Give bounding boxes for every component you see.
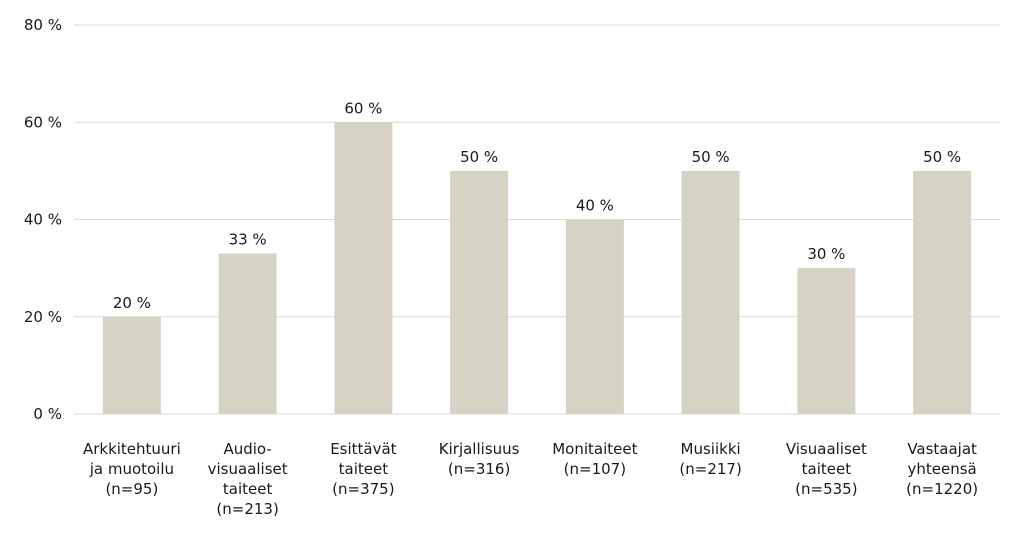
category-label-line: yhteensä bbox=[908, 460, 977, 478]
data-label: 50 % bbox=[460, 148, 498, 166]
category-label-line: (n=535) bbox=[795, 480, 857, 498]
category-label-line: Arkkitehtuuri bbox=[83, 440, 181, 458]
y-axis-ticks: 0 % 20 % 40 % 60 % 80 % bbox=[24, 16, 62, 423]
category-label-line: Esittävät bbox=[330, 440, 396, 458]
category-label-line: ja muotoilu bbox=[89, 460, 174, 478]
bars bbox=[102, 122, 972, 414]
category-label-line: Musiikki bbox=[681, 440, 741, 458]
gridlines bbox=[74, 24, 1000, 415]
data-label: 50 % bbox=[923, 148, 961, 166]
category-label: Audio-visuaaliset taiteet (n=213) bbox=[208, 440, 288, 518]
category-label-line: (n=217) bbox=[679, 460, 741, 478]
category-label-line: Audio- bbox=[223, 440, 271, 458]
data-label: 30 % bbox=[807, 245, 845, 263]
category-label: Kirjallisuus (n=316) bbox=[439, 440, 520, 478]
bar bbox=[102, 316, 161, 414]
category-label: Vastaajat yhteensä (n=1220) bbox=[906, 440, 978, 498]
y-tick-label: 0 % bbox=[33, 405, 62, 423]
category-label-line: Kirjallisuus bbox=[439, 440, 520, 458]
category-label: Visuaaliset taiteet (n=535) bbox=[786, 440, 867, 498]
x-axis-labels: Arkkitehtuuri ja muotoilu (n=95) Audio-visu… bbox=[83, 440, 978, 518]
bar bbox=[797, 268, 856, 414]
data-label: 60 % bbox=[344, 99, 382, 117]
y-tick-label: 40 % bbox=[24, 211, 62, 229]
y-tick-label: 80 % bbox=[24, 16, 62, 34]
y-tick-label: 20 % bbox=[24, 308, 62, 326]
bar bbox=[450, 170, 509, 414]
bar bbox=[565, 219, 624, 414]
data-label: 33 % bbox=[229, 231, 267, 249]
category-label-line: Monitaiteet bbox=[552, 440, 637, 458]
y-tick-label: 60 % bbox=[24, 113, 62, 131]
bar bbox=[913, 170, 972, 414]
category-label-line: (n=1220) bbox=[906, 480, 978, 498]
category-label-line: visuaaliset bbox=[208, 460, 288, 478]
category-label-line: (n=213) bbox=[216, 500, 278, 518]
bar bbox=[218, 253, 277, 414]
category-label: Monitaiteet (n=107) bbox=[552, 440, 637, 478]
bar bbox=[681, 170, 740, 414]
category-label-line: (n=95) bbox=[105, 480, 158, 498]
category-label: Esittävät taiteet (n=375) bbox=[330, 440, 396, 498]
data-label: 40 % bbox=[576, 197, 614, 215]
category-label-line: (n=316) bbox=[448, 460, 510, 478]
data-labels: 20 % 33 % 60 % 50 % 40 % 50 % 30 % 50 % bbox=[113, 99, 961, 312]
bar bbox=[334, 122, 393, 414]
category-label-line: (n=107) bbox=[564, 460, 626, 478]
category-label: Arkkitehtuuri ja muotoilu (n=95) bbox=[83, 440, 181, 498]
data-label: 20 % bbox=[113, 294, 151, 312]
data-label: 50 % bbox=[692, 148, 730, 166]
category-label-line: taiteet bbox=[223, 480, 273, 498]
category-label-line: taiteet bbox=[339, 460, 389, 478]
category-label-line: taiteet bbox=[802, 460, 852, 478]
category-label-line: Vastaajat bbox=[907, 440, 977, 458]
category-label: Musiikki (n=217) bbox=[679, 440, 741, 478]
category-label-line: (n=375) bbox=[332, 480, 394, 498]
category-label-line: Visuaaliset bbox=[786, 440, 867, 458]
